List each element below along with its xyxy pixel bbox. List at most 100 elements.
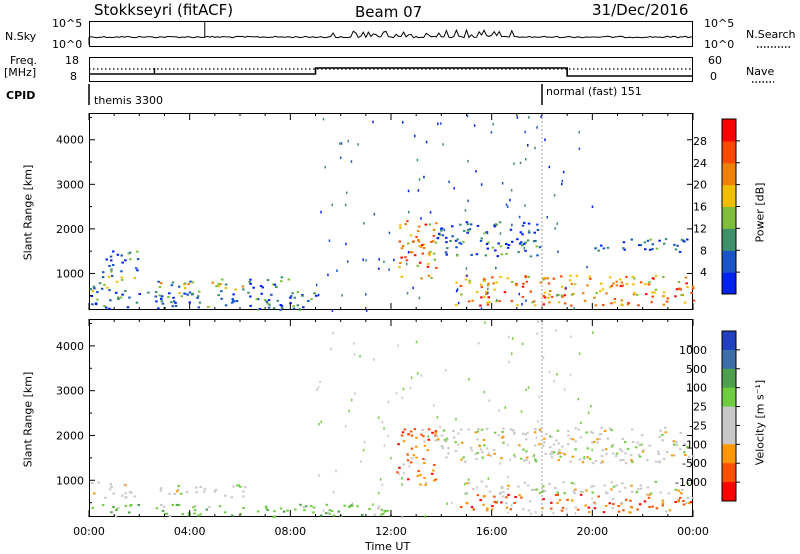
heatmap-noise [347,139,349,143]
heatmap-cell [115,509,118,512]
heatmap-cell [483,279,487,282]
heatmap-cell [543,291,547,294]
heatmap-cell [223,494,227,497]
heatmap-cell [91,303,94,306]
heatmap-noise [493,225,496,228]
heatmap-cell [232,293,235,296]
heatmap-cell [458,241,461,244]
heatmap-cell [662,242,666,245]
colorbar-swatch [722,482,736,502]
heatmap-cell [505,252,508,255]
heatmap-cell [579,436,583,439]
heatmap-cell [536,254,539,257]
heatmap-cell [452,436,456,439]
heatmap-cell [187,512,191,515]
heatmap-cell [609,286,612,289]
heatmap-noise [509,458,511,461]
heatmap-cell [460,506,463,508]
heatmap-cell [136,269,139,272]
heatmap-cell [380,508,383,511]
heatmap-cell [576,508,580,511]
heatmap-noise [592,331,594,334]
heatmap-cell [658,239,661,242]
heatmap-noise [536,420,539,423]
heatmap-noise [510,189,513,192]
heatmap-cell [158,294,161,297]
heatmap-cell [570,293,574,296]
heatmap-cell [574,440,577,443]
heatmap-cell [597,495,600,498]
heatmap-cell [421,252,424,255]
heatmap-cell [687,502,691,505]
heatmap-cell [189,280,192,283]
heatmap-cell [686,482,689,485]
heatmap-cell [527,484,530,487]
heatmap-cell [241,285,245,288]
heatmap-cell [279,308,282,311]
heatmap-noise [339,156,342,159]
heatmap-cell [129,258,132,261]
heatmap-cell [130,491,133,494]
heatmap-noise [487,287,489,291]
heatmap-noise [390,456,392,460]
heatmap-cell [610,481,613,484]
heatmap-noise [423,175,425,179]
heatmap-cell [398,466,401,469]
heatmap-cell [116,253,120,256]
heatmap-cell [509,508,513,511]
heatmap-cell [127,252,130,255]
heatmap-cell [538,443,541,446]
heatmap-cell [507,493,510,496]
heatmap-cell [509,428,513,431]
heatmap-noise [467,199,469,203]
heatmap-cell [529,290,532,293]
heatmap-cell [665,510,668,513]
heatmap-cell [427,438,430,441]
heatmap-cell [651,248,654,251]
heatmap-cell [287,278,291,281]
heatmap-noise [347,260,349,263]
colorbar-swatch [722,162,736,186]
heatmap-noise [397,344,399,347]
heatmap-cell [526,239,530,242]
heatmap-cell [610,302,613,305]
heatmap-cell [428,254,431,257]
heatmap-cell [457,432,460,435]
heatmap-noise [406,262,408,266]
heatmap-cell [551,452,554,455]
heatmap-cell [574,427,577,430]
heatmap-noise [557,250,559,253]
heatmap-cell [428,223,432,226]
heatmap-cell [455,304,458,307]
heatmap-cell [549,446,552,449]
heatmap-cell [621,437,625,440]
heatmap-cell [649,492,653,495]
heatmap-cell [597,249,600,252]
heatmap-cell [548,301,551,304]
heatmap-cell [162,505,166,508]
heatmap-cell [108,488,112,491]
y-tick-label: 4000 [56,134,84,147]
heatmap-cell [401,245,405,247]
heatmap-cell [454,239,458,242]
heatmap-cell [199,486,202,488]
heatmap-cell [298,308,301,311]
heatmap-cell [588,457,592,460]
heatmap-cell [280,276,284,279]
heatmap-cell [586,284,589,287]
heatmap-noise [425,140,428,144]
cpid-mode-1: themis 3300 [94,94,164,107]
heatmap-cell [686,286,689,288]
heatmap-noise [317,386,320,389]
heatmap-noise [398,472,401,475]
heatmap-cell [610,445,614,448]
colorbar-frame [721,330,737,502]
heatmap-cell [480,296,483,299]
heatmap-noise [395,391,398,395]
heatmap-noise [445,369,447,372]
heatmap-cell [441,447,445,450]
heatmap-cell [608,276,612,279]
heatmap-cell [424,481,428,484]
heatmap-cell [111,264,115,266]
heatmap-cell [686,238,689,241]
